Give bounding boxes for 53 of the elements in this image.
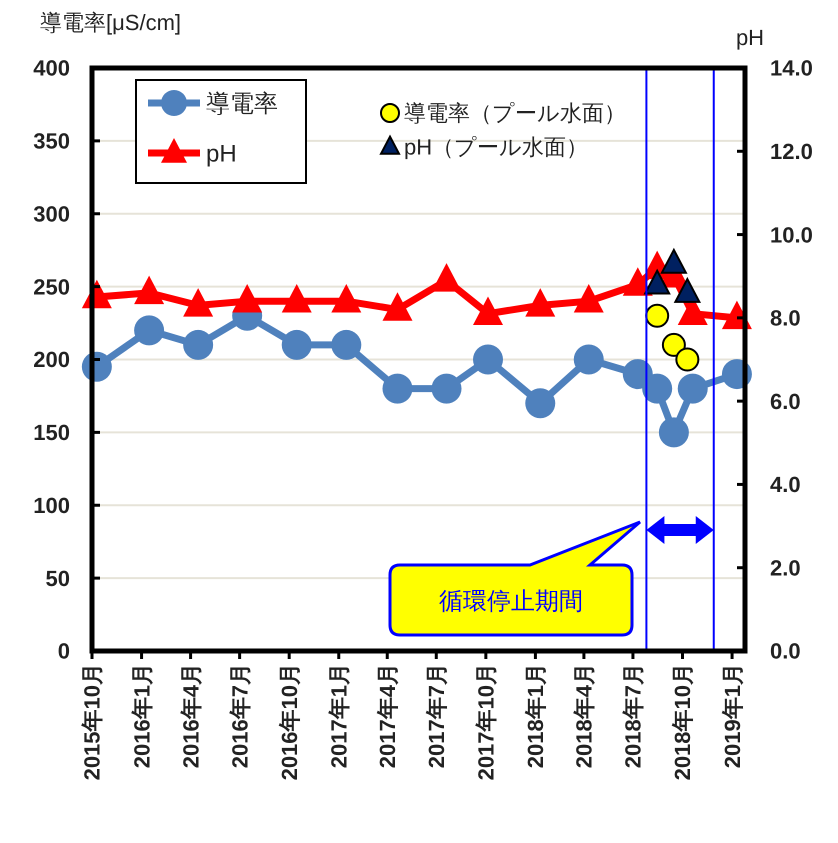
legend-label: pH xyxy=(206,140,237,168)
x-tick-label: 2017年7月 xyxy=(424,663,449,768)
point xyxy=(432,374,462,404)
y2-tick-label: 10.0 xyxy=(770,222,813,248)
point xyxy=(331,330,362,360)
legend-label: 導電率（プール水面） xyxy=(404,100,626,126)
y-tick-label: 300 xyxy=(33,201,70,226)
y-tick-label: 50 xyxy=(46,566,70,591)
point xyxy=(658,417,689,448)
point xyxy=(382,374,412,404)
x-tick-label: 2015年10月 xyxy=(80,663,105,780)
point xyxy=(678,374,708,404)
point xyxy=(642,374,672,404)
x-tick-label: 2018年7月 xyxy=(620,663,646,768)
x-tick-label: 2016年7月 xyxy=(227,663,252,768)
point xyxy=(574,344,604,374)
x-tick-label: 2016年10月 xyxy=(276,663,302,780)
y2-tick-label: 14.0 xyxy=(770,56,813,81)
y2-axis-title: pH xyxy=(736,25,764,50)
point xyxy=(645,304,670,328)
y2-tick-label: 8.0 xyxy=(770,306,801,331)
y-tick-label: 250 xyxy=(33,274,70,300)
x-tick-label: 2017年10月 xyxy=(474,663,499,780)
y-tick-label: 0 xyxy=(58,638,70,664)
y2-tick-label: 2.0 xyxy=(770,555,801,580)
point xyxy=(134,315,164,346)
x-tick-label: 2017年1月 xyxy=(326,663,352,768)
y2-tick-label: 6.0 xyxy=(770,388,801,414)
point xyxy=(662,332,686,357)
point xyxy=(473,344,503,374)
y-tick-label: 400 xyxy=(33,56,70,81)
y2-tick-label: 12.0 xyxy=(770,138,813,164)
y-tick-label: 100 xyxy=(33,492,70,518)
x-tick-label: 2018年1月 xyxy=(523,663,548,768)
y-tick-label: 150 xyxy=(33,420,70,446)
y-tick-label: 350 xyxy=(33,128,70,154)
point xyxy=(282,330,312,360)
y2-tick-label: 4.0 xyxy=(770,472,801,498)
legend-label: 導電率 xyxy=(206,90,278,118)
point xyxy=(675,348,700,372)
x-tick-label: 2019年1月 xyxy=(720,663,745,768)
legend-label: pH（プール水面） xyxy=(404,134,588,160)
y-axis-title: 導電率[μS/cm] xyxy=(40,10,182,35)
y2-tick-label: 0.0 xyxy=(770,638,801,664)
x-tick-label: 2018年4月 xyxy=(572,663,597,768)
point xyxy=(183,330,214,360)
annotation: 循環停止期間 xyxy=(439,588,583,615)
point xyxy=(525,388,556,418)
y-tick-label: 200 xyxy=(33,347,70,372)
x-tick-label: 2018年10月 xyxy=(670,663,696,780)
x-tick-label: 2016年1月 xyxy=(129,663,154,768)
x-tick-label: 2016年4月 xyxy=(178,663,204,768)
x-tick-label: 2017年4月 xyxy=(374,663,400,768)
